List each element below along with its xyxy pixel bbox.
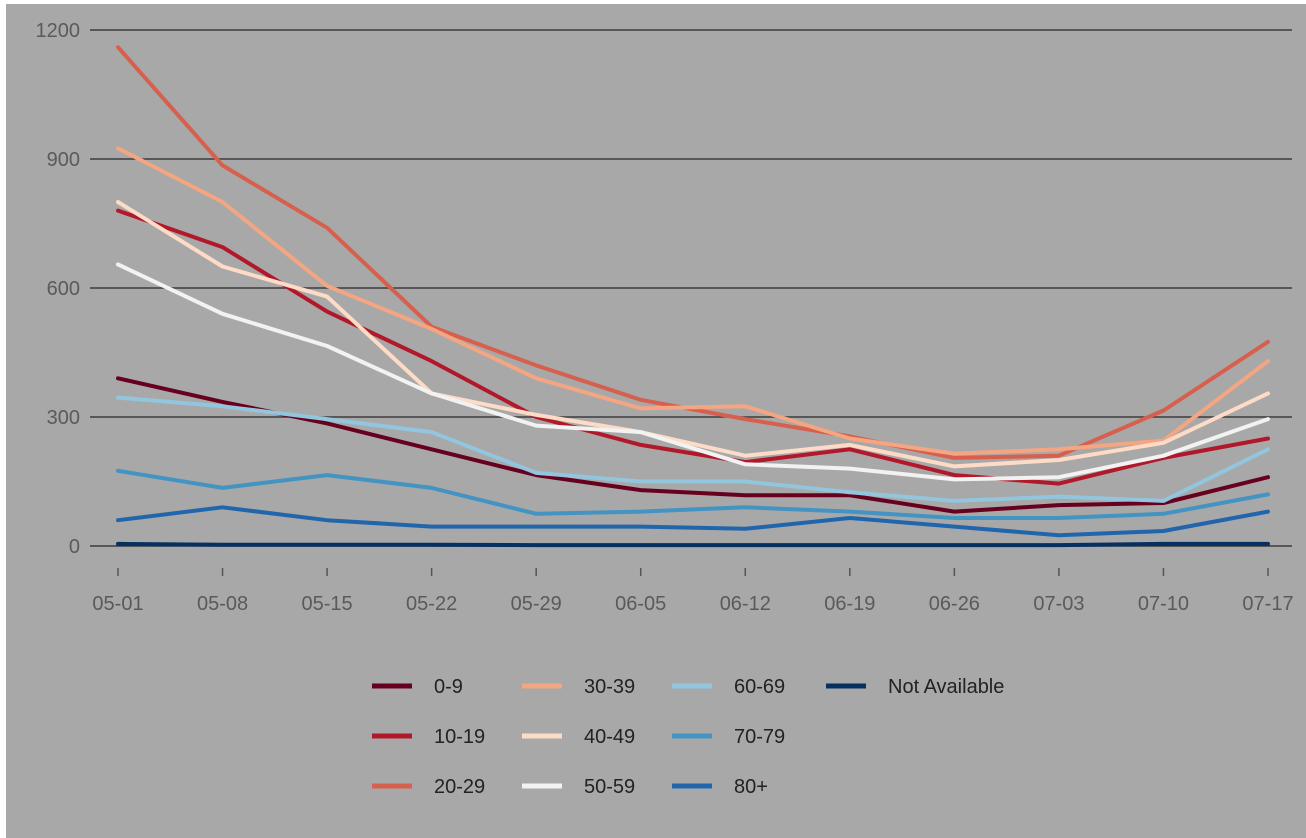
- legend-label: 60-69: [734, 676, 785, 698]
- legend-label: 80+: [734, 776, 768, 798]
- x-tick-label: 05-29: [511, 593, 562, 615]
- chart-panel: [6, 4, 1306, 838]
- series-line-0-9: [116, 376, 1270, 514]
- legend-item: 0-9: [372, 676, 463, 698]
- legend-label: 0-9: [434, 676, 463, 698]
- x-tick-label: 05-01: [92, 593, 143, 615]
- x-tick-label: 07-10: [1138, 593, 1189, 615]
- y-tick-label: 1200: [36, 20, 81, 42]
- legend-label: 30-39: [584, 676, 635, 698]
- y-tick-label: 900: [47, 149, 80, 171]
- x-tick-label: 05-22: [406, 593, 457, 615]
- series-line-10-19: [116, 208, 1270, 486]
- legend-label: Not Available: [888, 676, 1004, 698]
- y-tick-label: 0: [69, 536, 80, 558]
- x-tick-label: 06-12: [720, 593, 771, 615]
- y-tick-labels: 0 300 600 900 1200: [36, 20, 81, 558]
- legend-label: 50-59: [584, 776, 635, 798]
- legend: 0-9 10-19 20-29 30-39 40-49 50-59 60-69 70-79 80…: [372, 676, 1004, 798]
- y-tick-label: 300: [47, 407, 80, 429]
- legend-label: 20-29: [434, 776, 485, 798]
- series-line-60-69: [116, 395, 1270, 503]
- legend-label: 40-49: [584, 726, 635, 748]
- x-tick-label: 06-26: [929, 593, 980, 615]
- series-line-40-49: [116, 200, 1270, 469]
- series-lines: [116, 45, 1270, 548]
- series-line-30-39: [116, 146, 1270, 456]
- legend-item: 10-19: [372, 726, 485, 748]
- x-tick-label: 06-19: [824, 593, 875, 615]
- x-tick-label: 07-17: [1242, 593, 1293, 615]
- series-line-20-29: [116, 45, 1270, 460]
- legend-label: 70-79: [734, 726, 785, 748]
- x-axis: [117, 568, 1269, 576]
- legend-item: 30-39: [522, 676, 635, 698]
- x-tick-label: 05-08: [197, 593, 248, 615]
- legend-item: 50-59: [522, 776, 635, 798]
- x-tick-label: 05-15: [302, 593, 353, 615]
- x-tick-label: 06-05: [615, 593, 666, 615]
- legend-item: Not Available: [826, 676, 1004, 698]
- legend-item: 70-79: [672, 726, 785, 748]
- series-line-70-79: [116, 468, 1270, 520]
- legend-item: 60-69: [672, 676, 785, 698]
- legend-item: 40-49: [522, 726, 635, 748]
- series-line-50-59: [116, 262, 1270, 482]
- series-line-80-: [116, 505, 1270, 538]
- x-tick-label: 07-03: [1033, 593, 1084, 615]
- series-line-not-available: [116, 541, 1270, 548]
- x-tick-labels: 05-01 05-08 05-15 05-22 05-29 06-05 06-12 06-19…: [92, 593, 1293, 615]
- legend-item: 80+: [672, 776, 768, 798]
- y-tick-label: 600: [47, 278, 80, 300]
- legend-label: 10-19: [434, 726, 485, 748]
- legend-item: 20-29: [372, 776, 485, 798]
